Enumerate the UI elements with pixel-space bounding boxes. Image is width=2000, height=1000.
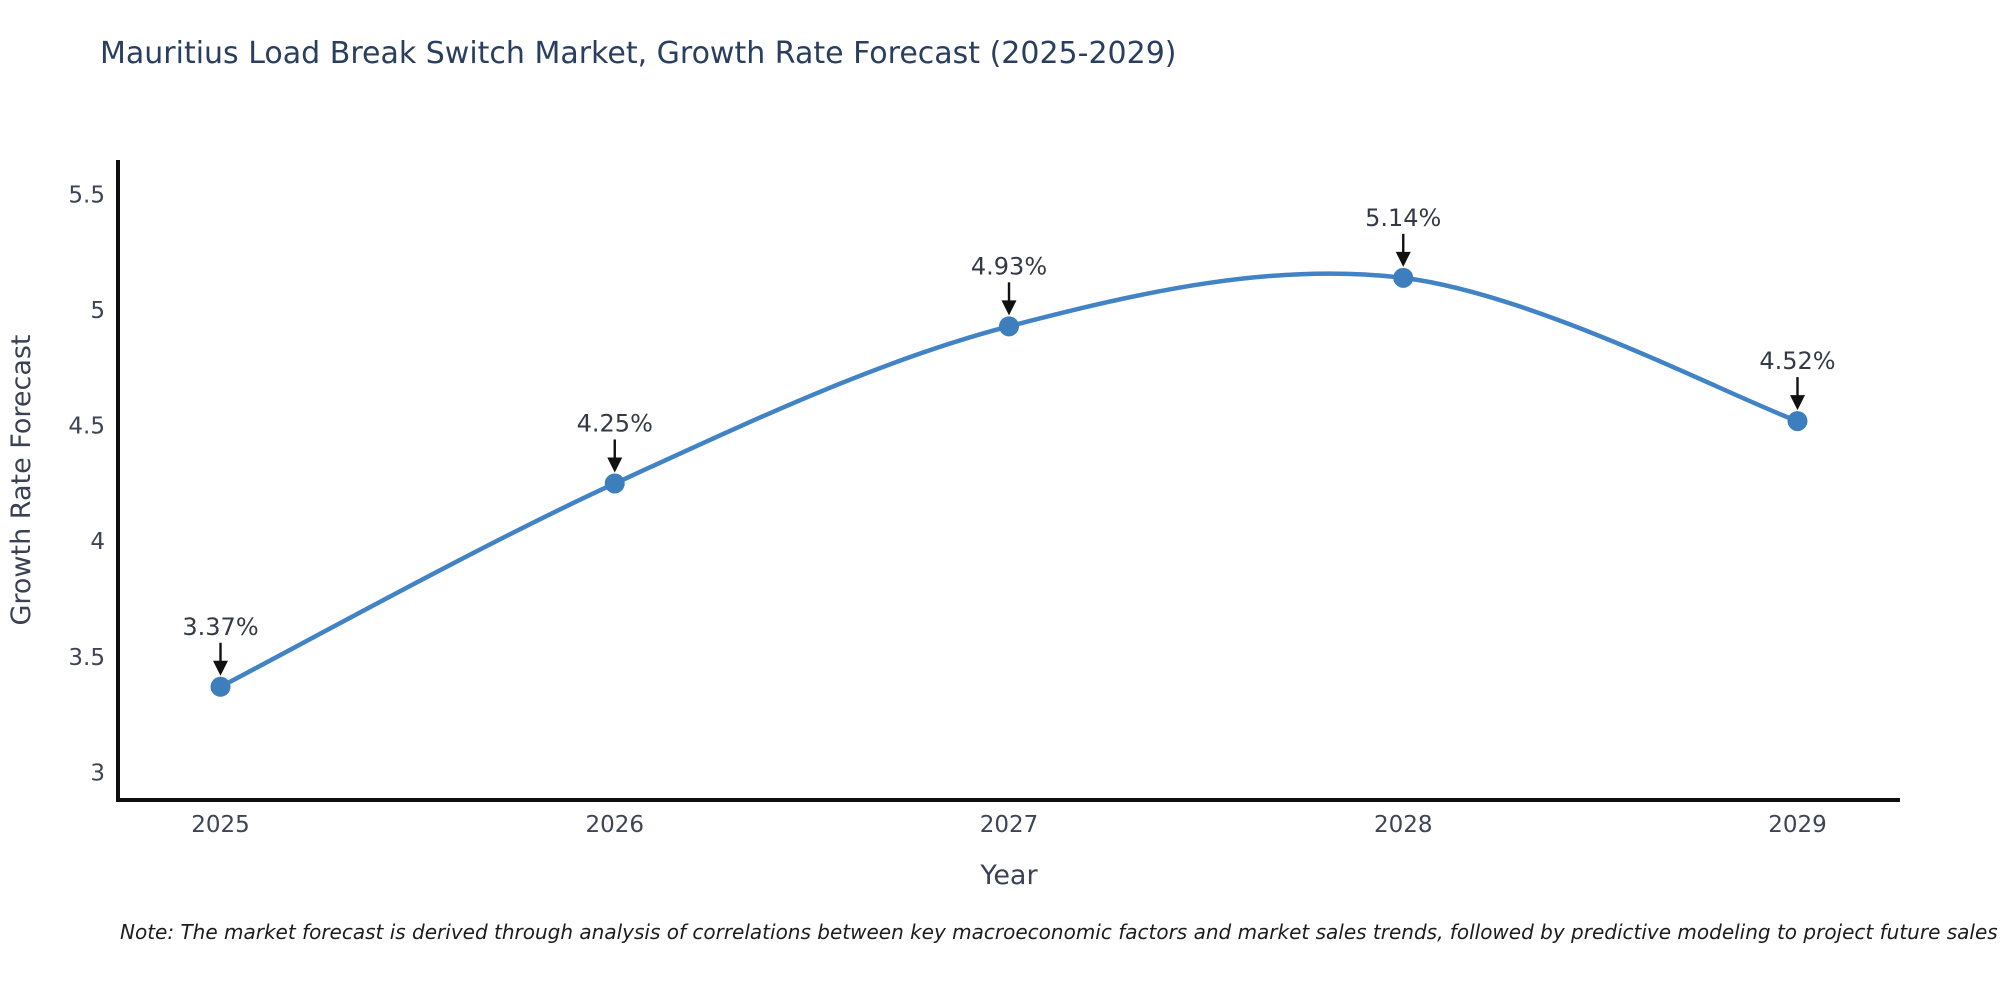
x-axis-title: Year — [979, 860, 1038, 891]
y-tick-label: 3.5 — [68, 645, 105, 671]
data-point-marker — [210, 676, 231, 697]
chart-title: Mauritius Load Break Switch Market, Grow… — [100, 36, 1177, 71]
y-tick-label: 5.5 — [68, 183, 105, 209]
y-tick-label: 4.5 — [68, 414, 105, 440]
data-point-marker — [1787, 411, 1808, 432]
point-annotation-label: 4.93% — [971, 252, 1047, 280]
annotation-arrow-head — [213, 660, 229, 676]
point-annotation-label: 3.37% — [182, 613, 258, 641]
annotation-arrow-head — [1789, 395, 1805, 411]
y-tick-label: 4 — [90, 529, 105, 555]
y-tick-label: 3 — [90, 760, 105, 786]
axis-spines — [116, 160, 1900, 802]
point-annotation-label: 4.25% — [577, 409, 653, 437]
annotation-arrow-head — [607, 457, 623, 473]
data-point-marker — [1393, 267, 1414, 288]
point-annotation-label: 5.14% — [1365, 204, 1441, 232]
data-point-marker — [999, 316, 1019, 337]
x-tick-label: 2026 — [585, 812, 644, 838]
annotation-arrow-head — [1395, 251, 1411, 267]
y-tick-label: 5 — [90, 298, 105, 324]
x-tick-label: 2028 — [1374, 812, 1433, 838]
data-point-marker — [604, 473, 625, 494]
point-annotation-label: 4.52% — [1759, 347, 1835, 375]
x-tick-label: 2027 — [980, 812, 1039, 838]
annotation-arrow-head — [1001, 300, 1017, 316]
x-tick-label: 2029 — [1768, 812, 1827, 838]
footnote-text: Note: The market forecast is derived thr… — [120, 920, 1998, 944]
x-tick-label: 2025 — [191, 812, 250, 838]
y-axis-title: Growth Rate Forecast — [6, 334, 37, 625]
